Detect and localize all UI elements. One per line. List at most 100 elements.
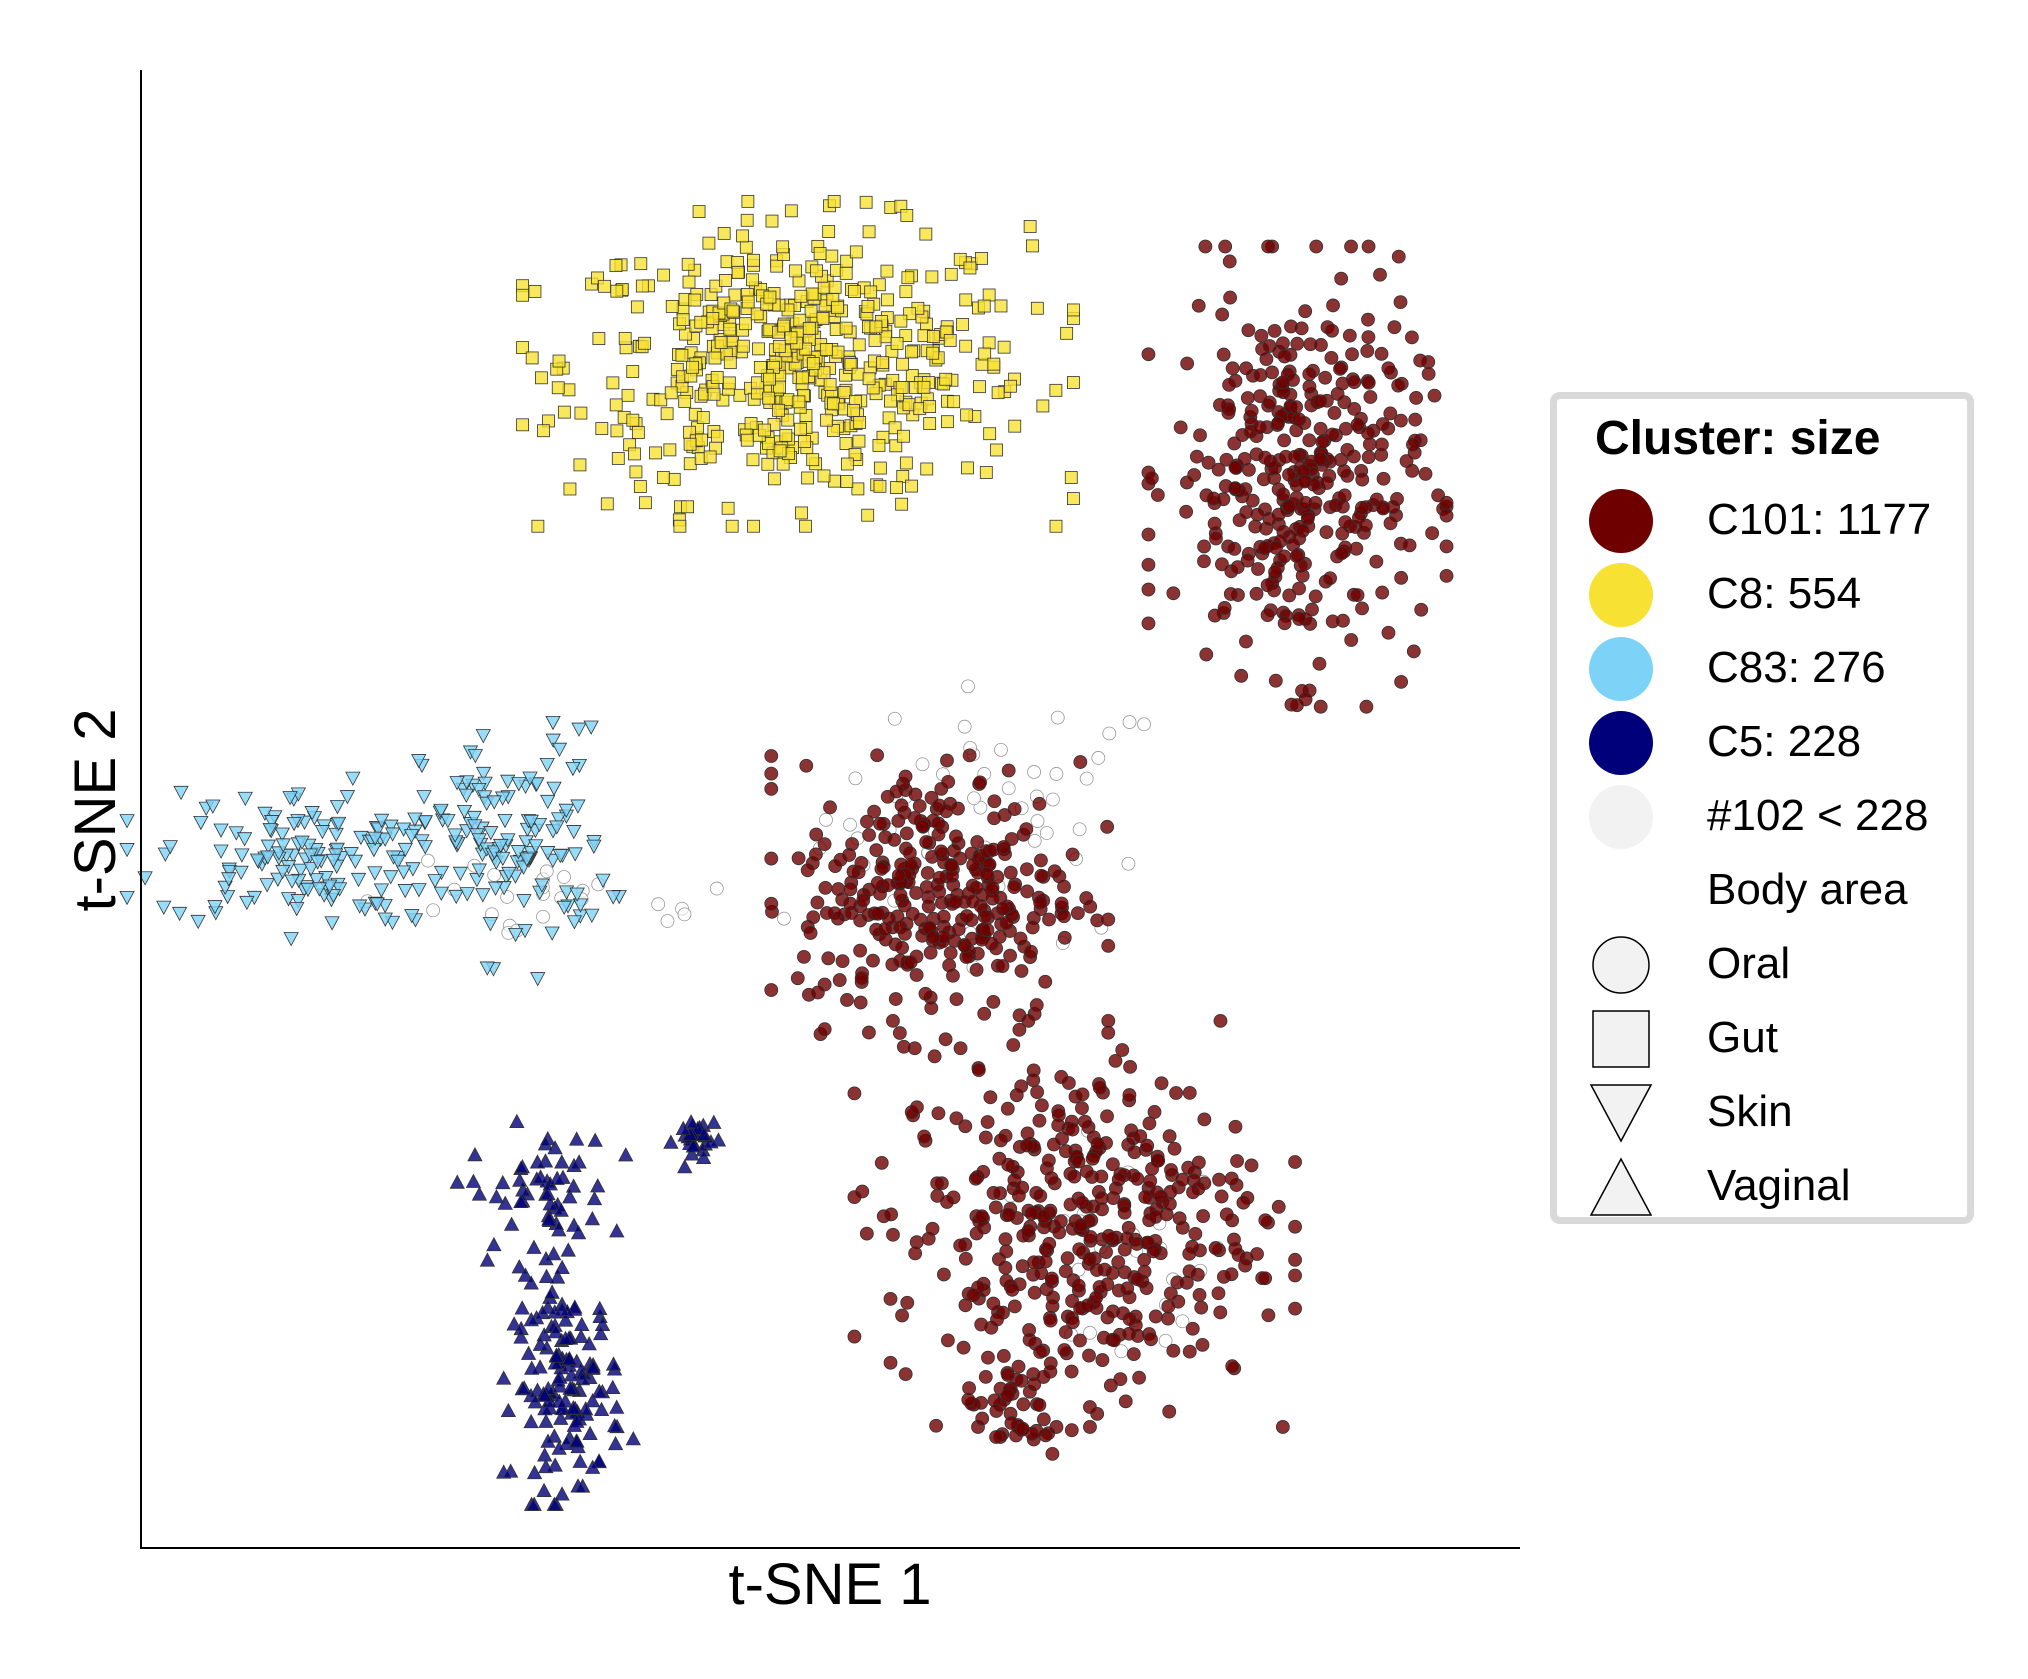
point-c5-0-44 bbox=[513, 1193, 529, 1209]
point-c83-0-120 bbox=[205, 799, 221, 814]
point-c101-2-86 bbox=[998, 1232, 1013, 1247]
point-c101-2-191 bbox=[958, 1119, 973, 1134]
point-c101-1-237 bbox=[817, 1022, 832, 1037]
point-c101-2-233 bbox=[1170, 1275, 1185, 1290]
point-c8-0-334 bbox=[827, 194, 841, 208]
point-c8-0-544 bbox=[726, 304, 740, 318]
point-c101-0-310 bbox=[1361, 426, 1375, 441]
point-c101-0-306 bbox=[1237, 452, 1252, 466]
point-c8-0-436 bbox=[1067, 303, 1080, 317]
point-c8-0-492 bbox=[731, 266, 745, 280]
point-c83-1-15 bbox=[572, 898, 589, 913]
point-c8-0-290 bbox=[890, 336, 904, 350]
point-c5-1-94 bbox=[625, 1431, 641, 1446]
point-c8-0-546 bbox=[629, 465, 643, 479]
point-c101-2-80 bbox=[1182, 1085, 1197, 1100]
point-c5-1-8 bbox=[584, 1392, 601, 1408]
point-c101-2-313 bbox=[1105, 1266, 1120, 1280]
point-c8-0-291 bbox=[925, 270, 939, 284]
point-c8-0-116 bbox=[1030, 301, 1044, 315]
point-c101-0-269 bbox=[1338, 421, 1353, 436]
point-c101-2-226 bbox=[1188, 1226, 1203, 1241]
scatter-points bbox=[119, 194, 1454, 1511]
point-102228-0-16 bbox=[967, 791, 981, 806]
point-c101-2-393 bbox=[1089, 1290, 1104, 1305]
point-c5-0-57 bbox=[538, 1268, 555, 1283]
point-c101-2-75 bbox=[929, 1418, 944, 1433]
point-c8-0-481 bbox=[813, 247, 827, 260]
point-c8-0-478 bbox=[939, 372, 953, 386]
point-c101-0-322 bbox=[1376, 501, 1391, 516]
point-c101-0-342 bbox=[1292, 612, 1307, 626]
legend-item-c101: C101: 1177 bbox=[1557, 487, 1967, 553]
point-c101-2-190 bbox=[1047, 1137, 1061, 1152]
point-c83-0-87 bbox=[286, 816, 302, 832]
point-c101-0-122 bbox=[1361, 450, 1376, 464]
point-c101-2-347 bbox=[1224, 1267, 1239, 1282]
point-c8-0-158 bbox=[994, 299, 1008, 313]
point-c101-1-324 bbox=[1033, 895, 1048, 910]
point-c101-1-216 bbox=[953, 1041, 968, 1056]
point-c83-0-105 bbox=[416, 790, 432, 805]
point-c101-2-243 bbox=[1075, 1101, 1089, 1116]
point-c101-0-318 bbox=[1268, 565, 1282, 579]
point-c101-2-12 bbox=[1034, 1098, 1049, 1113]
point-c8-0-79 bbox=[631, 426, 645, 439]
point-c8-0-183 bbox=[747, 519, 760, 533]
point-c101-0-40 bbox=[1197, 539, 1211, 554]
point-c5-0-1 bbox=[471, 1186, 488, 1201]
point-c83-1-121 bbox=[540, 794, 556, 810]
point-c5-0-50 bbox=[586, 1190, 603, 1206]
point-102228-0-32 bbox=[915, 757, 930, 772]
point-c8-0-389 bbox=[750, 307, 764, 321]
point-c83-1-25 bbox=[546, 781, 562, 796]
point-c101-2-370 bbox=[1144, 1332, 1158, 1347]
point-c8-0-316 bbox=[516, 418, 529, 432]
point-c101-1-37 bbox=[1003, 865, 1018, 880]
point-c8-0-461 bbox=[793, 313, 807, 327]
point-c101-1-263 bbox=[969, 880, 984, 895]
point-c101-0-193 bbox=[1197, 554, 1211, 569]
point-c83-0-65 bbox=[324, 916, 340, 931]
point-c5-1-107 bbox=[565, 1400, 581, 1415]
point-c5-1-102 bbox=[593, 1401, 610, 1417]
point-c101-1-282 bbox=[920, 866, 935, 880]
point-c8-0-525 bbox=[839, 266, 853, 280]
point-c8-0-422 bbox=[703, 450, 717, 464]
point-c5-1-124 bbox=[538, 1458, 554, 1474]
point-c83-0-2 bbox=[259, 878, 275, 893]
point-c101-2-90 bbox=[874, 1155, 889, 1170]
point-c101-2-337 bbox=[1192, 1288, 1207, 1302]
point-c8-0-149 bbox=[621, 388, 635, 402]
point-c101-2-171 bbox=[1075, 1087, 1090, 1102]
point-c101-2-266 bbox=[917, 1129, 932, 1144]
point-c83-1-107 bbox=[492, 838, 509, 854]
point-c8-0-484 bbox=[849, 245, 863, 259]
point-c8-0-549 bbox=[722, 376, 736, 390]
point-c101-1-96 bbox=[764, 983, 779, 997]
point-c8-0-533 bbox=[595, 422, 609, 435]
point-c101-0-292 bbox=[1337, 488, 1352, 503]
point-c8-0-243 bbox=[844, 358, 858, 371]
point-c8-0-421 bbox=[694, 315, 708, 329]
point-c8-0-121 bbox=[1067, 376, 1080, 389]
point-c101-1-238 bbox=[1083, 899, 1098, 914]
point-c101-1-285 bbox=[889, 784, 904, 799]
point-c5-0-10 bbox=[526, 1239, 542, 1254]
point-c8-0-432 bbox=[864, 285, 878, 299]
point-c101-0-313 bbox=[1288, 449, 1302, 464]
point-c8-0-386 bbox=[574, 406, 588, 420]
point-c101-1-127 bbox=[909, 968, 924, 982]
point-c83-1-90 bbox=[467, 819, 483, 834]
point-c8-0-449 bbox=[861, 300, 875, 313]
point-c83-0-0 bbox=[383, 819, 399, 834]
point-c101-2-316 bbox=[1138, 1190, 1153, 1204]
point-c101-2-122 bbox=[958, 1251, 973, 1266]
point-c8-0-25 bbox=[881, 293, 894, 307]
point-c5-0-52 bbox=[488, 1189, 505, 1204]
point-c8-0-208 bbox=[1004, 379, 1017, 393]
point-c83-0-121 bbox=[350, 872, 367, 888]
point-c101-2-144 bbox=[1213, 1013, 1228, 1028]
point-c5-0-45 bbox=[540, 1185, 556, 1201]
point-c101-0-196 bbox=[1150, 488, 1165, 502]
